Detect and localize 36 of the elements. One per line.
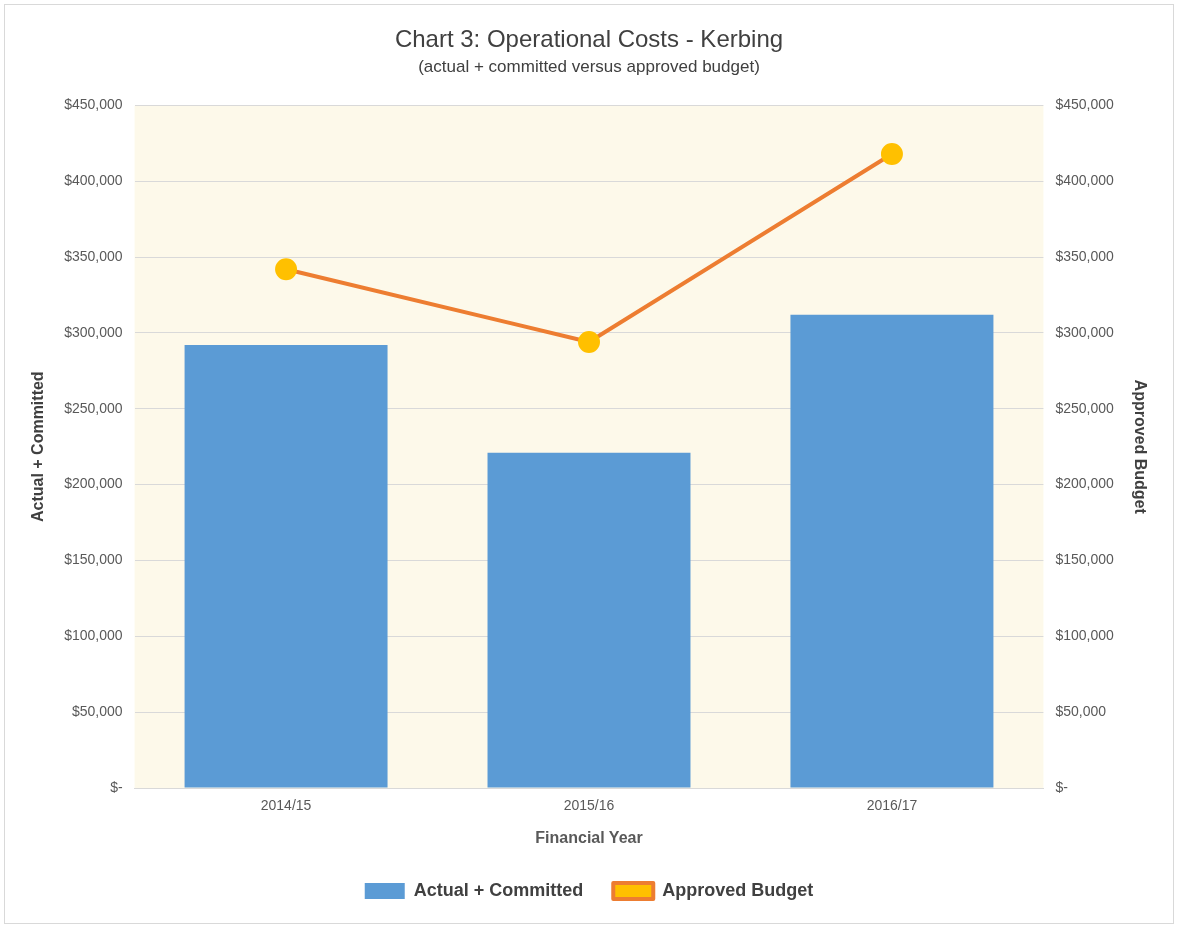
y2-tick-label: $- bbox=[1055, 778, 1069, 795]
x-tick-label: 2014/15 bbox=[260, 797, 312, 814]
y2-tick-label: $200,000 bbox=[1055, 475, 1115, 492]
y-tick-label: $100,000 bbox=[64, 627, 123, 644]
bar bbox=[184, 345, 388, 788]
point bbox=[880, 142, 903, 165]
y2-tick-label: $150,000 bbox=[1055, 551, 1115, 568]
y-tick-label: $200,000 bbox=[64, 475, 123, 492]
y-tick-label: $450,000 bbox=[64, 96, 123, 113]
y2-tick-label: $400,000 bbox=[1055, 172, 1115, 189]
y-tick-label: $- bbox=[110, 778, 123, 795]
y2-tick-label: $300,000 bbox=[1055, 323, 1115, 340]
y2-tick-label: $450,000 bbox=[1055, 96, 1115, 113]
x-tick-label: 2016/17 bbox=[866, 797, 918, 814]
bar bbox=[790, 314, 994, 788]
y2-tick-label: $50,000 bbox=[1055, 703, 1107, 720]
y2-tick-label: $100,000 bbox=[1055, 627, 1115, 644]
legend-label: Approved Budget bbox=[662, 879, 814, 900]
y-tick-label: $300,000 bbox=[64, 323, 123, 340]
x-tick-label: 2015/16 bbox=[563, 797, 615, 814]
y-tick-label: $250,000 bbox=[64, 399, 123, 416]
bar bbox=[487, 452, 691, 788]
point bbox=[578, 331, 600, 354]
y-axis-title: Actual + Committed bbox=[29, 371, 47, 523]
chart-subtitle: (actual + committed versus approved budget) bbox=[417, 57, 761, 77]
x-axis-title: Financial Year bbox=[535, 828, 643, 846]
legend-label: Actual + Committed bbox=[413, 879, 584, 900]
chart-title: Chart 3: Operational Costs - Kerbing bbox=[393, 25, 785, 53]
y-tick-label: $50,000 bbox=[71, 703, 123, 720]
point bbox=[275, 258, 298, 281]
y-tick-label: $400,000 bbox=[64, 172, 123, 189]
y2-tick-label: $250,000 bbox=[1055, 399, 1115, 416]
y-tick-label: $350,000 bbox=[64, 247, 123, 264]
y2-tick-label: $350,000 bbox=[1055, 247, 1115, 264]
y2-axis-title: Approved Budget bbox=[1131, 379, 1149, 515]
y-tick-label: $150,000 bbox=[64, 551, 123, 568]
